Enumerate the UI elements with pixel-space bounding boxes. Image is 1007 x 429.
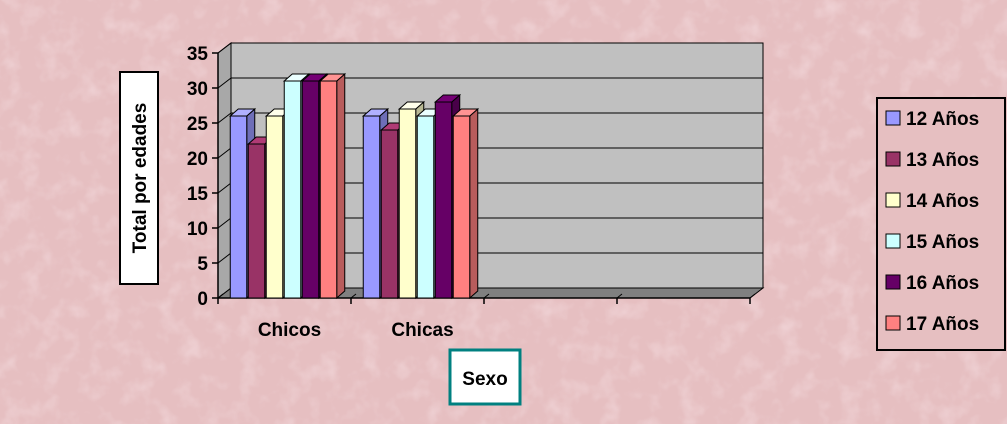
legend-label: 13 Años [906, 150, 979, 171]
bar-front [266, 116, 283, 298]
bar-front [435, 102, 452, 298]
legend-box [877, 98, 1005, 350]
legend-label: 12 Años [906, 109, 979, 130]
x-axis-title-box: Sexo [450, 350, 520, 404]
bar-front [381, 130, 398, 298]
y-axis-title-box: Total por edades [120, 72, 158, 284]
x-tick-label: Chicos [258, 320, 321, 341]
legend-label: 15 Años [906, 232, 979, 253]
y-tick-label: 0 [197, 289, 208, 310]
legend-swatch [886, 316, 900, 330]
bar-front [248, 144, 265, 298]
bar-front [320, 81, 337, 298]
legend-swatch [886, 234, 900, 248]
bar-front [284, 81, 301, 298]
y-tick-label: 35 [187, 44, 209, 65]
bar-front [399, 109, 416, 298]
bar-side [470, 109, 478, 298]
y-tick-label: 15 [187, 184, 209, 205]
y-axis-title: Total por edades [130, 103, 151, 254]
bar-front [363, 116, 380, 298]
bar-front [230, 116, 247, 298]
legend-swatch [886, 275, 900, 289]
legend-swatch [886, 193, 900, 207]
y-tick-label: 20 [187, 149, 208, 170]
bar-side [337, 74, 345, 298]
bar-front [302, 81, 319, 298]
legend-label: 16 Años [906, 273, 979, 294]
y-tick-label: 25 [187, 114, 209, 135]
plot-side-wall [218, 43, 231, 298]
legend: 12 Años 13 Años 14 Años 15 Años 16 Años 17 Añ… [877, 98, 1005, 350]
legend-label: 14 Años [906, 191, 979, 212]
bar [453, 109, 478, 298]
legend-swatch [886, 111, 900, 125]
x-tick-label: Chicas [391, 320, 453, 341]
legend-swatch [886, 152, 900, 166]
legend-label: 17 Años [906, 314, 979, 335]
bar [320, 74, 345, 298]
y-tick-label: 5 [197, 254, 208, 275]
bar-front [453, 116, 470, 298]
x-axis-title: Sexo [462, 369, 507, 390]
y-tick-label: 30 [187, 79, 208, 100]
y-tick-label: 10 [187, 219, 208, 240]
bar-front [417, 116, 434, 298]
